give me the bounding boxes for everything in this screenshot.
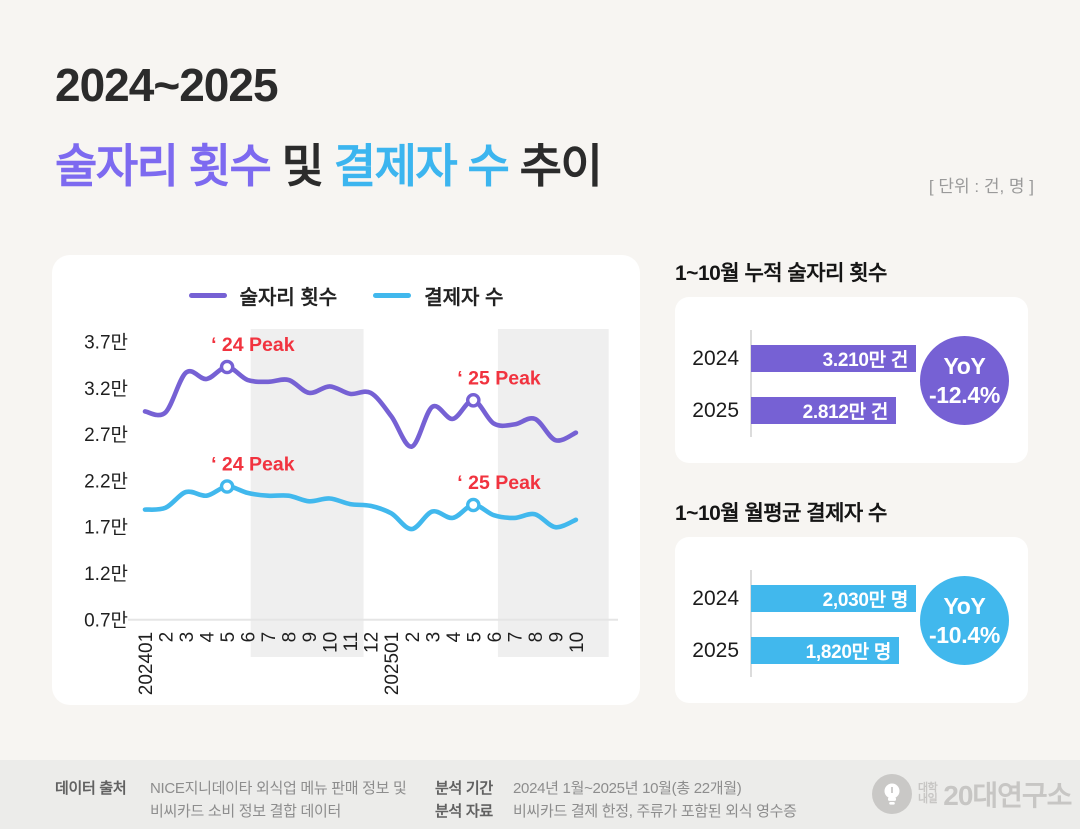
svg-text:4: 4	[444, 631, 465, 642]
unit-label: [ 단위 : 건, 명 ]	[928, 177, 1034, 196]
legend-item-payers: 결제자 수	[373, 281, 503, 310]
svg-text:6: 6	[239, 632, 260, 643]
legend-label-drinking: 술자리 횟수	[239, 287, 338, 309]
bar-2025: 2.812만 건	[751, 397, 896, 424]
svg-text:9: 9	[546, 632, 567, 643]
svg-text:0.7만: 0.7만	[84, 609, 128, 631]
brand-small-text: 대학 내일	[918, 782, 938, 805]
yoy-label: YoY	[943, 353, 986, 380]
svg-text:‘ 25 Peak: ‘ 25 Peak	[457, 472, 541, 494]
panel-card-avg-payers: 2024 2,030만 명 2025 1,820만 명 YoY -10.4%	[675, 537, 1028, 703]
svg-text:9: 9	[300, 632, 321, 643]
svg-text:202501: 202501	[382, 632, 403, 695]
title-accent-payers: 결제자 수	[333, 140, 510, 192]
yoy-value: -12.4%	[928, 381, 1001, 408]
svg-text:1.2만: 1.2만	[84, 563, 128, 585]
panel-card-cumulative-drinking: 2024 3.210만 건 2025 2.812만 건 YoY -12.4%	[675, 297, 1028, 463]
svg-text:3.2만: 3.2만	[84, 378, 128, 400]
title-tail: 추이	[508, 140, 603, 192]
svg-text:2: 2	[403, 632, 424, 643]
title-accent-drinking: 술자리 횟수	[55, 140, 272, 192]
panel-title-avg-payers: 1~10월 월평균 결제자 수	[675, 502, 887, 525]
year-label: 2024	[692, 586, 739, 610]
data-source-label: 데이터 출처	[55, 780, 127, 797]
svg-text:12: 12	[362, 632, 383, 653]
page-title-years: 2024~2025	[55, 59, 279, 111]
legend-swatch-blue	[373, 293, 412, 298]
svg-text:2.2만: 2.2만	[84, 470, 128, 492]
bar-2024: 3.210만 건	[751, 345, 916, 372]
yoy-value: -10.4%	[928, 621, 1001, 648]
legend-item-drinking: 술자리 횟수	[188, 281, 338, 310]
svg-text:‘ 25 Peak: ‘ 25 Peak	[457, 367, 541, 389]
svg-text:5: 5	[464, 632, 485, 643]
analysis-material-value: 비씨카드 결제 한정, 주류가 포함된 외식 영수증	[513, 803, 797, 820]
svg-text:2.7만: 2.7만	[84, 424, 128, 446]
svg-text:7: 7	[259, 632, 280, 643]
svg-text:8: 8	[280, 632, 301, 643]
data-source-line2: 비씨카드 소비 정보 결합 데이터	[150, 803, 341, 820]
analysis-material-label: 분석 자료	[435, 803, 493, 820]
data-source-line1: NICE지니데이타 외식업 메뉴 판매 정보 및	[150, 780, 407, 797]
bar-axis-line	[750, 330, 752, 437]
svg-text:6: 6	[485, 632, 506, 643]
yoy-badge-drinking: YoY -12.4%	[920, 336, 1009, 425]
svg-text:10: 10	[567, 632, 588, 653]
svg-text:4: 4	[198, 631, 219, 642]
legend-swatch-purple	[188, 293, 227, 298]
svg-text:3: 3	[177, 632, 198, 643]
svg-text:8: 8	[526, 632, 547, 643]
svg-text:2: 2	[157, 632, 178, 643]
svg-text:1.7만: 1.7만	[84, 517, 128, 539]
svg-text:202401: 202401	[136, 632, 157, 695]
year-label: 2025	[692, 638, 739, 662]
yoy-label: YoY	[943, 593, 986, 620]
analysis-period-label: 분석 기간	[435, 780, 493, 797]
svg-text:‘ 24 Peak: ‘ 24 Peak	[211, 454, 295, 476]
svg-text:3.7만: 3.7만	[84, 332, 128, 354]
brand-logo: 대학 내일 20대연구소	[872, 774, 1072, 814]
header: 2024~2025 술자리 횟수 및 결제자 수 추이	[55, 58, 603, 196]
chart-legend: 술자리 횟수 결제자 수	[52, 281, 640, 310]
footer: 데이터 출처 NICE지니데이타 외식업 메뉴 판매 정보 및 비씨카드 소비 …	[0, 760, 1080, 829]
yoy-badge-payers: YoY -10.4%	[920, 576, 1009, 665]
svg-text:‘ 24 Peak: ‘ 24 Peak	[211, 334, 295, 356]
svg-text:3: 3	[423, 632, 444, 643]
svg-text:7: 7	[505, 632, 526, 643]
year-label: 2024	[692, 346, 739, 370]
trend-chart-card: 술자리 횟수 결제자 수 3.7만 3.2만 2.7만 2.2만 1.7만 1.2만 0.7…	[52, 255, 640, 705]
brand-large-text: 20대연구소	[943, 780, 1072, 811]
bar-2025: 1,820만 명	[751, 637, 899, 664]
analysis-period-value: 2024년 1월~2025년 10월(총 22개월)	[513, 780, 742, 797]
title-mid: 및	[270, 140, 334, 192]
bar-2024: 2,030만 명	[751, 585, 916, 612]
svg-text:5: 5	[218, 632, 239, 643]
legend-label-payers: 결제자 수	[424, 287, 504, 309]
svg-text:11: 11	[341, 632, 362, 652]
page-title-main: 술자리 횟수 및 결제자 수 추이	[55, 130, 603, 196]
year-label: 2025	[692, 398, 739, 422]
bar-axis-line	[750, 570, 752, 677]
svg-text:10: 10	[321, 632, 342, 653]
lightbulb-icon	[872, 774, 912, 814]
panel-title-cumulative-drinking: 1~10월 누적 술자리 횟수	[675, 262, 887, 285]
